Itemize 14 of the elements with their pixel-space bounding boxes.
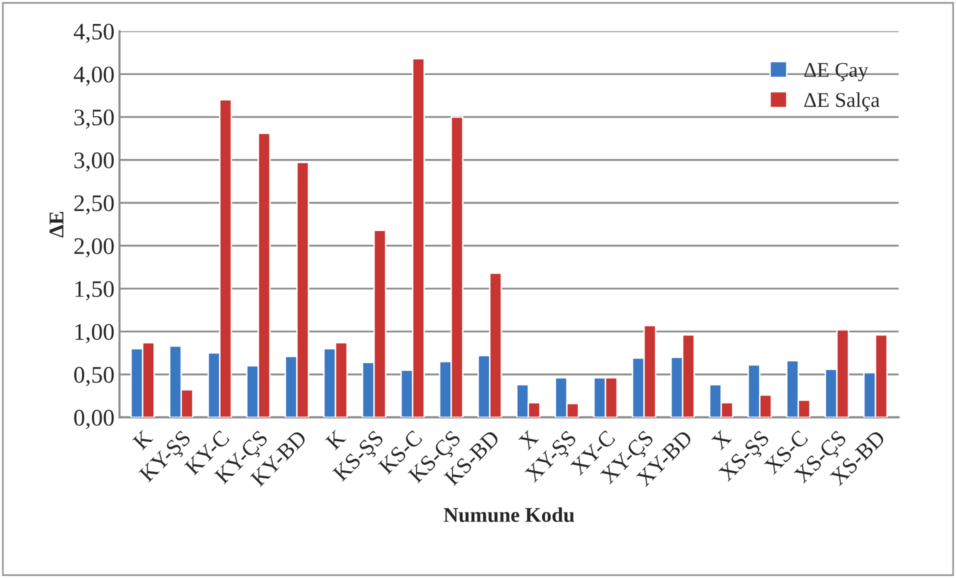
x-axis-title: Numune Kodu	[444, 507, 574, 522]
y-tick-label: 4,00	[74, 66, 114, 86]
y-tick-label: 3,00	[74, 152, 114, 172]
y-axis-title: ΔE	[50, 212, 64, 238]
legend-label: ΔE Salça	[804, 92, 880, 112]
y-tick-label: 4,50	[74, 24, 114, 44]
legend-label: ΔE Çay	[804, 62, 868, 82]
y-tick-label: 2,00	[74, 238, 114, 258]
y-tick-label: 2,50	[74, 195, 114, 215]
y-tick-label: 3,50	[74, 110, 114, 129]
y-tick-label: 0,00	[74, 410, 114, 430]
y-tick-label: 1,50	[75, 281, 114, 300]
y-tick-label: 1,00	[75, 324, 114, 344]
y-tick-label: 0,50	[74, 366, 114, 386]
